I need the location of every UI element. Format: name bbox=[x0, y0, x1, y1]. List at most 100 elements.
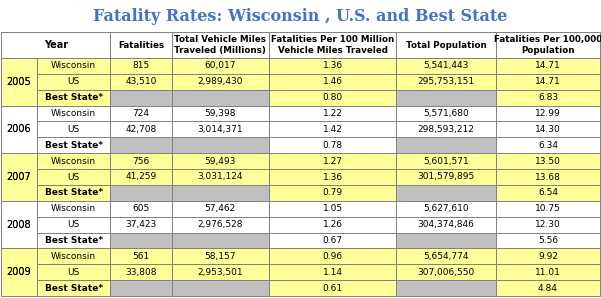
Bar bbox=[1, 217, 37, 232]
Bar bbox=[37, 169, 111, 185]
Bar bbox=[111, 122, 172, 137]
Text: 1.14: 1.14 bbox=[323, 268, 343, 277]
Bar bbox=[496, 201, 600, 217]
Text: 561: 561 bbox=[132, 252, 150, 261]
Bar bbox=[172, 217, 269, 232]
Bar bbox=[172, 249, 269, 264]
Bar bbox=[396, 249, 496, 264]
Bar bbox=[1, 137, 37, 153]
Bar bbox=[111, 232, 172, 249]
Text: 1.27: 1.27 bbox=[323, 157, 343, 166]
Bar bbox=[396, 153, 496, 169]
Bar bbox=[1, 185, 37, 201]
Text: Best State*: Best State* bbox=[44, 236, 103, 245]
Text: 12.99: 12.99 bbox=[535, 109, 561, 118]
Bar bbox=[172, 137, 269, 153]
Bar bbox=[111, 90, 172, 105]
Text: US: US bbox=[67, 125, 80, 134]
Bar bbox=[1, 264, 37, 280]
Text: 1.22: 1.22 bbox=[323, 109, 343, 118]
Bar bbox=[496, 58, 600, 74]
Bar bbox=[172, 201, 269, 217]
Bar bbox=[1, 105, 37, 153]
Bar bbox=[111, 280, 172, 296]
Text: Fatalities: Fatalities bbox=[118, 41, 164, 49]
Bar bbox=[37, 105, 111, 122]
Bar bbox=[37, 122, 111, 137]
Text: 2005: 2005 bbox=[7, 77, 31, 87]
Bar bbox=[172, 153, 269, 169]
Text: 2,953,501: 2,953,501 bbox=[198, 268, 243, 277]
Bar bbox=[496, 153, 600, 169]
Text: 13.68: 13.68 bbox=[535, 173, 561, 181]
Bar bbox=[396, 74, 496, 90]
Bar bbox=[111, 137, 172, 153]
Bar bbox=[1, 249, 37, 296]
Bar bbox=[269, 169, 396, 185]
Text: 815: 815 bbox=[132, 61, 150, 70]
Bar bbox=[37, 137, 111, 153]
Bar bbox=[269, 105, 396, 122]
Text: 2008: 2008 bbox=[7, 220, 31, 229]
Bar bbox=[37, 58, 111, 74]
Text: 1.46: 1.46 bbox=[323, 77, 343, 86]
Bar bbox=[172, 32, 269, 58]
Text: 57,462: 57,462 bbox=[205, 204, 236, 213]
Text: 5.56: 5.56 bbox=[538, 236, 558, 245]
Text: 0.96: 0.96 bbox=[323, 252, 343, 261]
Bar bbox=[496, 280, 600, 296]
Text: 2,989,430: 2,989,430 bbox=[198, 77, 243, 86]
Bar bbox=[396, 185, 496, 201]
Bar bbox=[37, 201, 111, 217]
Bar bbox=[1, 280, 37, 296]
Bar bbox=[496, 90, 600, 105]
Bar bbox=[396, 105, 496, 122]
Text: 9.92: 9.92 bbox=[538, 252, 558, 261]
Text: 304,374,846: 304,374,846 bbox=[418, 220, 475, 229]
Bar bbox=[1, 153, 37, 201]
Bar bbox=[269, 137, 396, 153]
Text: 0.78: 0.78 bbox=[323, 141, 343, 150]
Text: 37,423: 37,423 bbox=[126, 220, 157, 229]
Bar bbox=[111, 264, 172, 280]
Bar bbox=[1, 90, 37, 105]
Bar bbox=[269, 32, 396, 58]
Text: 756: 756 bbox=[132, 157, 150, 166]
Bar bbox=[1, 201, 37, 249]
Bar bbox=[496, 74, 600, 90]
Bar bbox=[37, 264, 111, 280]
Text: 0.80: 0.80 bbox=[323, 93, 343, 102]
Bar bbox=[496, 32, 600, 58]
Bar bbox=[269, 249, 396, 264]
Bar bbox=[1, 169, 37, 185]
Text: 724: 724 bbox=[132, 109, 150, 118]
Bar bbox=[172, 105, 269, 122]
Bar bbox=[37, 185, 111, 201]
Bar bbox=[37, 153, 111, 169]
Bar bbox=[496, 232, 600, 249]
Bar bbox=[37, 249, 111, 264]
Bar bbox=[396, 122, 496, 137]
Text: Fatalities Per 100,000
Population: Fatalities Per 100,000 Population bbox=[494, 35, 601, 55]
Bar bbox=[269, 217, 396, 232]
Bar bbox=[1, 58, 37, 105]
Text: 3,031,124: 3,031,124 bbox=[198, 173, 243, 181]
Bar bbox=[111, 105, 172, 122]
Text: Fatalities Per 100 Million
Vehicle Miles Traveled: Fatalities Per 100 Million Vehicle Miles… bbox=[271, 35, 394, 55]
Text: 11.01: 11.01 bbox=[535, 268, 561, 277]
Bar bbox=[396, 232, 496, 249]
Text: 0.79: 0.79 bbox=[323, 188, 343, 197]
Text: Total Population: Total Population bbox=[406, 41, 486, 49]
Text: 1.36: 1.36 bbox=[323, 173, 343, 181]
Bar bbox=[111, 74, 172, 90]
Bar bbox=[496, 105, 600, 122]
Text: 2009: 2009 bbox=[7, 267, 31, 277]
Bar bbox=[396, 264, 496, 280]
Text: 12.30: 12.30 bbox=[535, 220, 561, 229]
Text: 60,017: 60,017 bbox=[204, 61, 236, 70]
Text: 2009: 2009 bbox=[7, 267, 31, 277]
Text: 13.50: 13.50 bbox=[535, 157, 561, 166]
Text: 6.83: 6.83 bbox=[538, 93, 558, 102]
Text: 2007: 2007 bbox=[7, 172, 31, 182]
Bar bbox=[172, 264, 269, 280]
